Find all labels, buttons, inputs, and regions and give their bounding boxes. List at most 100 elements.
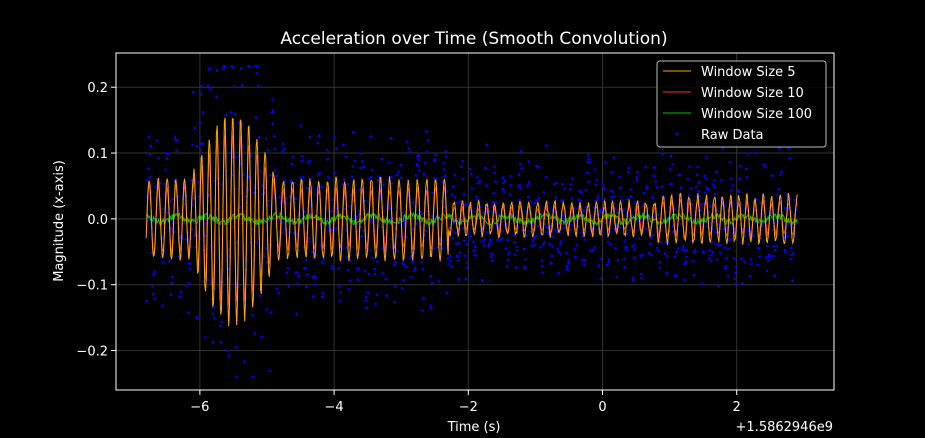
raw-data-point: [669, 154, 673, 158]
raw-data-point: [475, 198, 479, 201]
y-tick-label: 0.0: [87, 213, 108, 228]
raw-data-point: [623, 266, 627, 269]
raw-data-point: [491, 259, 494, 263]
raw-data-point: [775, 194, 779, 197]
raw-data-point: [731, 184, 735, 187]
raw-data-point: [650, 253, 653, 257]
raw-data-point: [448, 255, 452, 258]
raw-data-point: [529, 199, 532, 203]
raw-data-point: [732, 256, 736, 260]
raw-data-point: [384, 277, 388, 281]
raw-data-point: [714, 231, 717, 234]
raw-data-point: [275, 174, 278, 177]
raw-data-point: [738, 164, 742, 168]
raw-data-point: [234, 346, 238, 349]
raw-data-point: [698, 195, 702, 198]
raw-data-point: [254, 64, 257, 68]
raw-data-point: [682, 263, 686, 266]
raw-data-point: [734, 282, 737, 286]
raw-data-point: [635, 178, 639, 182]
raw-data-point: [697, 189, 701, 193]
raw-data-point: [765, 256, 768, 259]
raw-data-point: [444, 149, 448, 153]
raw-data-point: [756, 263, 759, 267]
raw-data-point: [161, 304, 164, 307]
raw-data-point: [505, 265, 509, 268]
raw-data-point: [533, 201, 536, 205]
raw-data-point: [266, 148, 269, 152]
raw-data-point: [614, 247, 617, 250]
raw-data-point: [197, 195, 200, 198]
raw-data-point: [342, 143, 345, 146]
raw-data-point: [371, 168, 374, 172]
raw-data-point: [392, 264, 396, 267]
raw-data-point: [148, 175, 152, 179]
raw-data-point: [307, 236, 311, 240]
raw-data-point: [612, 156, 616, 160]
raw-data-point: [230, 110, 233, 114]
raw-data-point: [153, 297, 156, 301]
raw-data-point: [740, 257, 743, 260]
raw-data-point: [676, 247, 680, 251]
raw-data-point: [190, 178, 193, 182]
raw-data-point: [191, 143, 194, 146]
raw-data-point: [151, 292, 155, 296]
raw-data-point: [171, 275, 174, 279]
raw-data-point: [457, 278, 460, 282]
raw-data-point: [561, 214, 565, 217]
raw-data-point: [318, 134, 321, 137]
raw-data-point: [484, 166, 487, 170]
raw-data-point: [630, 195, 633, 198]
raw-data-point: [363, 165, 366, 168]
raw-data-point: [299, 124, 303, 127]
raw-data-point: [726, 247, 730, 251]
raw-data-point: [789, 257, 793, 261]
raw-data-point: [281, 142, 285, 145]
raw-data-point: [750, 262, 753, 266]
raw-data-point: [187, 311, 190, 314]
raw-data-point: [206, 278, 209, 282]
raw-data-point: [282, 147, 286, 150]
raw-data-point: [513, 240, 516, 244]
raw-data-point: [720, 214, 724, 217]
raw-data-point: [487, 245, 490, 248]
raw-data-point: [611, 190, 615, 193]
raw-data-point: [540, 264, 544, 268]
raw-data-point: [333, 136, 336, 139]
raw-data-point: [311, 295, 315, 298]
raw-data-point: [376, 260, 379, 263]
raw-data-point: [740, 281, 744, 285]
raw-data-point: [346, 268, 350, 272]
raw-data-point: [275, 287, 279, 290]
raw-data-point: [717, 284, 720, 288]
raw-data-point: [447, 262, 450, 266]
raw-data-point: [671, 162, 674, 166]
raw-data-point: [290, 162, 294, 166]
raw-data-point: [656, 213, 660, 216]
raw-data-point: [218, 324, 222, 328]
raw-data-point: [714, 170, 718, 174]
raw-data-point: [211, 340, 215, 344]
raw-data-point: [570, 197, 574, 200]
raw-data-point: [523, 267, 526, 271]
raw-data-point: [193, 126, 197, 130]
raw-data-point: [568, 188, 572, 191]
raw-data-point: [786, 223, 790, 227]
raw-data-point: [745, 176, 749, 179]
raw-data-point: [506, 238, 510, 242]
raw-data-point: [678, 173, 682, 176]
raw-data-point: [444, 174, 447, 178]
raw-data-point: [424, 229, 428, 233]
raw-data-point: [219, 341, 223, 344]
legend-marker-raw-data: [675, 132, 679, 136]
raw-data-point: [380, 225, 383, 229]
raw-data-point: [747, 243, 750, 246]
raw-data-point: [705, 156, 708, 159]
raw-data-point: [478, 179, 482, 183]
raw-data-point: [325, 148, 329, 152]
raw-data-point: [685, 248, 689, 252]
raw-data-point: [342, 178, 346, 181]
raw-data-point: [535, 199, 539, 202]
raw-data-point: [663, 252, 667, 255]
raw-data-point: [411, 201, 415, 204]
